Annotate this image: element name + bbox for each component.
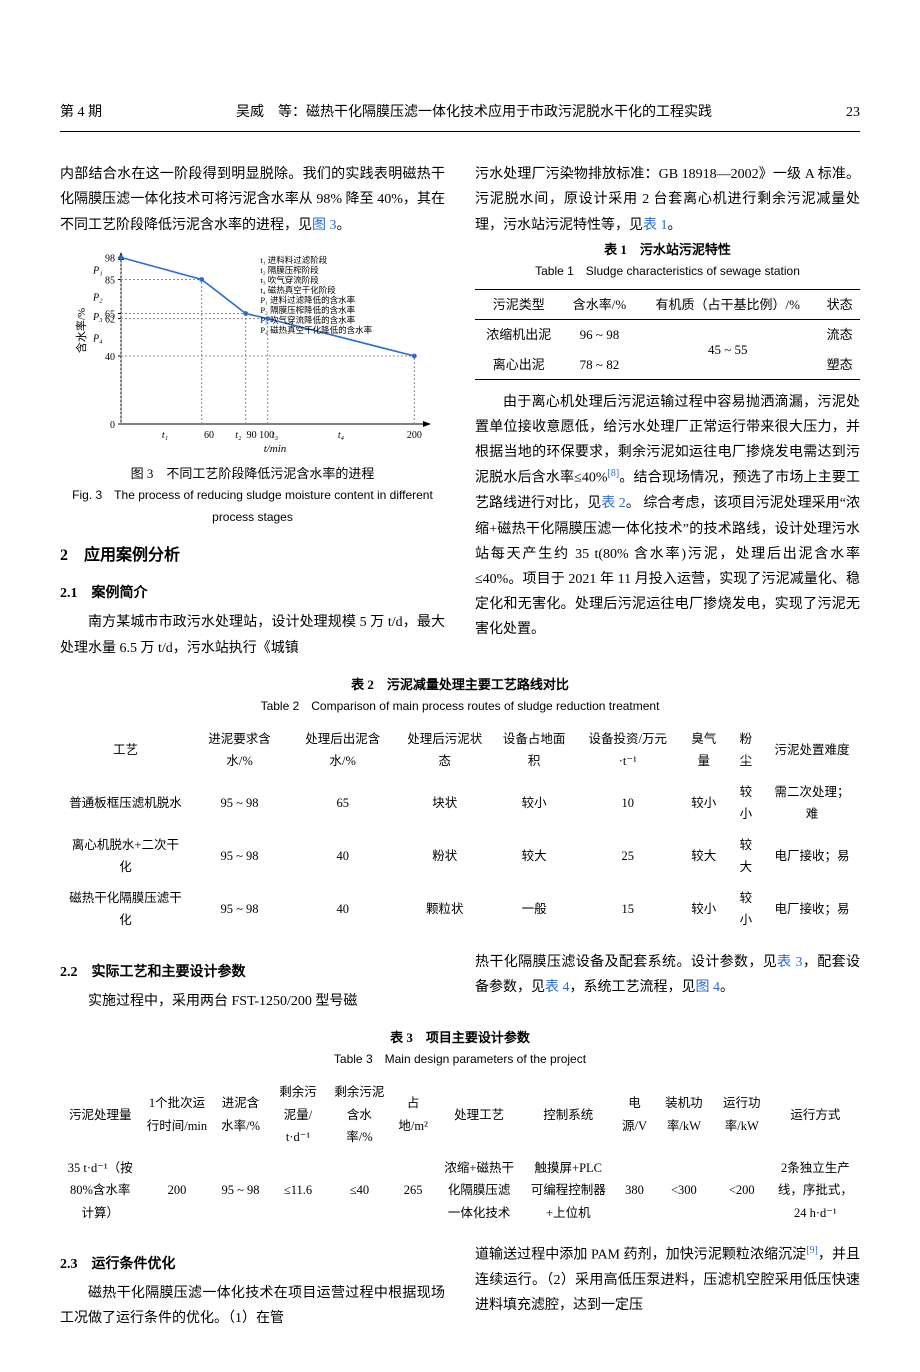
issue: 第 4 期 (60, 100, 102, 125)
svg-text:P₃: P₃ (92, 312, 103, 323)
svg-text:t₂: t₂ (235, 430, 242, 441)
section-2-2-heading: 2.2 实际工艺和主要设计参数 (60, 960, 445, 985)
svg-text:P₂ 隔膜压榨降低的含水率: P₂ 隔膜压榨降低的含水率 (260, 305, 355, 315)
svg-text:200: 200 (406, 430, 421, 441)
sec22-left: 实施过程中，采用两台 FST-1250/200 型号磁 (60, 989, 445, 1014)
table1-title-en: Table 1 Sludge characteristics of sewage… (475, 261, 860, 283)
svg-text:P₄: P₄ (92, 333, 103, 344)
section-2-1-heading: 2.1 案例简介 (60, 581, 445, 606)
section-2-3-heading: 2.3 运行条件优化 (60, 1252, 445, 1277)
table2: 工艺进泥要求含水/%处理后出泥含水/%处理后污泥状态设备占地面积设备投资/万元·… (60, 724, 860, 936)
table2-title-cn: 表 2 污泥减量处理主要工艺路线对比 (60, 673, 860, 696)
svg-text:t₃ 吹气穿流阶段: t₃ 吹气穿流阶段 (260, 275, 319, 285)
ref-9[interactable]: [9] (806, 1245, 818, 1256)
svg-text:t/min: t/min (263, 443, 286, 455)
table1-block: 表 1 污水站污泥特性 Table 1 Sludge characteristi… (475, 238, 860, 380)
fig3-chart: 04062658598P₄P₃P₂P₁t₁60t₂90 100t₃t₄200t/… (73, 248, 433, 458)
right-p1: 污水处理厂污染物排放标准：GB 18918—2002》一级 A 标准。污泥脱水间… (475, 162, 860, 238)
svg-text:P₄ 磁热真空干化降低的含水率: P₄ 磁热真空干化降低的含水率 (260, 325, 372, 335)
svg-text:90 100: 90 100 (246, 430, 273, 441)
svg-text:P₂: P₂ (92, 292, 103, 303)
table3: 污泥处理量1个批次运行时间/min进泥含水率/%剩余污泥量/ t·d⁻¹剩余污泥… (60, 1077, 860, 1228)
sec23-left: 磁热干化隔膜压滤一体化技术在项目运营过程中根据现场工况做了运行条件的优化。（1）… (60, 1281, 445, 1331)
fig3-caption-en: Fig. 3 The process of reducing sludge mo… (60, 485, 445, 528)
link-table4[interactable]: 表 4 (545, 980, 570, 995)
section-2-heading: 2 应用案例分析 (60, 542, 445, 571)
svg-text:t₄: t₄ (337, 430, 344, 441)
table3-block: 表 3 项目主要设计参数 Table 3 Main design paramet… (60, 1026, 860, 1228)
table2-title-en: Table 2 Comparison of main process route… (60, 696, 860, 718)
svg-text:t₄ 磁热真空干化阶段: t₄ 磁热真空干化阶段 (260, 285, 336, 295)
sec21-p1: 南方某城市市政污水处理站，设计处理规模 5 万 t/d，最大处理水量 6.5 万… (60, 610, 445, 660)
left-p1: 内部结合水在这一阶段得到明显脱除。我们的实践表明磁热干化隔膜压滤一体化技术可将污… (60, 162, 445, 238)
table3-title-en: Table 3 Main design parameters of the pr… (60, 1049, 860, 1071)
right-p2: 由于离心机处理后污泥运输过程中容易抛洒滴漏，污泥处置单位接收意愿低，给污水处理厂… (475, 390, 860, 643)
upper-columns: 内部结合水在这一阶段得到明显脱除。我们的实践表明磁热干化隔膜压滤一体化技术可将污… (60, 162, 860, 661)
sec22-right: 热干化隔膜压滤设备及配套系统。设计参数，见表 3，配套设备参数，见表 4，系统工… (475, 950, 860, 1000)
svg-text:65: 65 (105, 309, 115, 320)
sec22-columns: 2.2 实际工艺和主要设计参数 实施过程中，采用两台 FST-1250/200 … (60, 950, 860, 1014)
link-table1[interactable]: 表 1 (643, 218, 668, 233)
svg-text:t₁: t₁ (161, 430, 167, 441)
ref-8[interactable]: [8] (608, 468, 620, 479)
table3-title-cn: 表 3 项目主要设计参数 (60, 1026, 860, 1049)
table1-title-cn: 表 1 污水站污泥特性 (475, 238, 860, 261)
running-title: 吴威 等：磁热干化隔膜压滤一体化技术应用于市政污泥脱水干化的工程实践 (236, 100, 712, 125)
svg-text:P₁: P₁ (92, 265, 103, 276)
svg-text:98: 98 (105, 253, 115, 264)
link-fig3[interactable]: 图 3 (312, 218, 337, 233)
figure-3: 04062658598P₄P₃P₂P₁t₁60t₂90 100t₃t₄200t/… (60, 248, 445, 529)
svg-text:60: 60 (204, 430, 214, 441)
sec23-right: 道输送过程中添加 PAM 药剂，加快污泥颗粒浓缩沉淀[9]，并且连续运行。（2）… (475, 1242, 860, 1318)
fig3-caption-cn: 图 3 不同工艺阶段降低污泥含水率的进程 (60, 462, 445, 485)
page-header: 第 4 期 吴威 等：磁热干化隔膜压滤一体化技术应用于市政污泥脱水干化的工程实践… (60, 100, 860, 132)
svg-text:t₁ 进料料过滤阶段: t₁ 进料料过滤阶段 (260, 255, 327, 265)
page-number: 23 (846, 100, 860, 125)
svg-text:0: 0 (110, 420, 115, 431)
svg-text:85: 85 (105, 275, 115, 286)
svg-text:40: 40 (105, 352, 115, 363)
link-fig4[interactable]: 图 4 (696, 980, 721, 995)
link-table2[interactable]: 表 2 (601, 496, 626, 511)
svg-text:t₃: t₃ (271, 430, 278, 441)
svg-text:P₃ 吹气穿流降低的含水率: P₃ 吹气穿流降低的含水率 (260, 315, 355, 325)
svg-text:含水率/%: 含水率/% (74, 308, 88, 353)
svg-text:P₁ 进料过滤降低的含水率: P₁ 进料过滤降低的含水率 (260, 295, 355, 305)
table2-block: 表 2 污泥减量处理主要工艺路线对比 Table 2 Comparison of… (60, 673, 860, 936)
sec23-columns: 2.3 运行条件优化 磁热干化隔膜压滤一体化技术在项目运营过程中根据现场工况做了… (60, 1242, 860, 1332)
link-table3[interactable]: 表 3 (777, 955, 802, 970)
svg-text:t₂ 隔膜压榨阶段: t₂ 隔膜压榨阶段 (260, 265, 319, 275)
table1: 污泥类型含水率/%有机质（占干基比例）/%状态浓缩机出泥96 ~ 9845 ~ … (475, 289, 860, 380)
